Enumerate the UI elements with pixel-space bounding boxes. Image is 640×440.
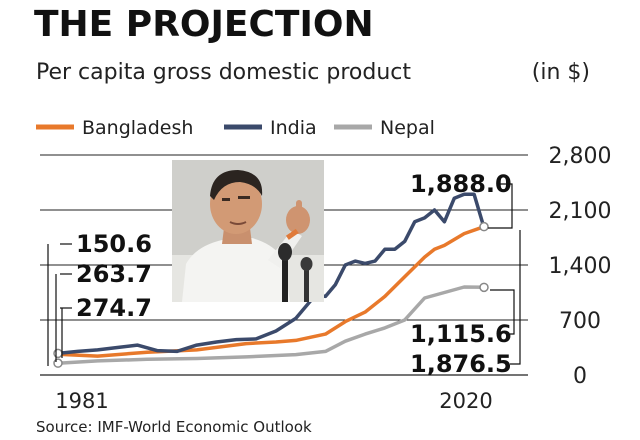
start-value-label: 263.7 (76, 260, 152, 288)
start-value-label: 274.7 (76, 294, 152, 322)
tick-labels: 2,800 2,100 1,400 700 0 1981 2020 (55, 144, 611, 413)
end-value-label: 1,115.6 (410, 320, 512, 348)
end-value-label: 1,876.5 (410, 350, 512, 378)
start-point (53, 348, 63, 359)
legend-label: Bangladesh (82, 117, 193, 139)
legend: Bangladesh India Nepal (36, 117, 435, 139)
y-tick-label: 1,400 (549, 254, 612, 279)
series-line (57, 285, 485, 365)
callout-line (488, 183, 513, 229)
y-tick-label: 2,100 (549, 199, 612, 224)
chart-title: THE PROJECTION (34, 4, 374, 45)
start-point (53, 358, 63, 368)
y-tick-label: 2,800 (549, 144, 612, 169)
start-value-label: 150.6 (76, 230, 152, 258)
source-note: Source: IMF-World Economic Outlook (36, 418, 312, 436)
person-photo (172, 160, 324, 302)
end-point (479, 282, 489, 293)
chart-subtitle: Per capita gross domestic product (36, 60, 412, 85)
series-lines (53, 192, 489, 368)
person-illustration (172, 160, 324, 302)
legend-label: India (270, 117, 317, 139)
series-line (57, 192, 486, 356)
x-tick-label: 2020 (439, 389, 492, 413)
unit-label: (in $) (531, 60, 590, 85)
end-value-label: 1,888.0 (410, 170, 512, 198)
legend-label: Nepal (380, 117, 435, 139)
callout-line (510, 230, 521, 365)
end-point (479, 221, 489, 232)
y-tick-label: 0 (573, 364, 587, 389)
callout-line (490, 289, 515, 335)
y-tick-label: 700 (559, 309, 601, 334)
x-tick-label: 1981 (55, 389, 108, 413)
